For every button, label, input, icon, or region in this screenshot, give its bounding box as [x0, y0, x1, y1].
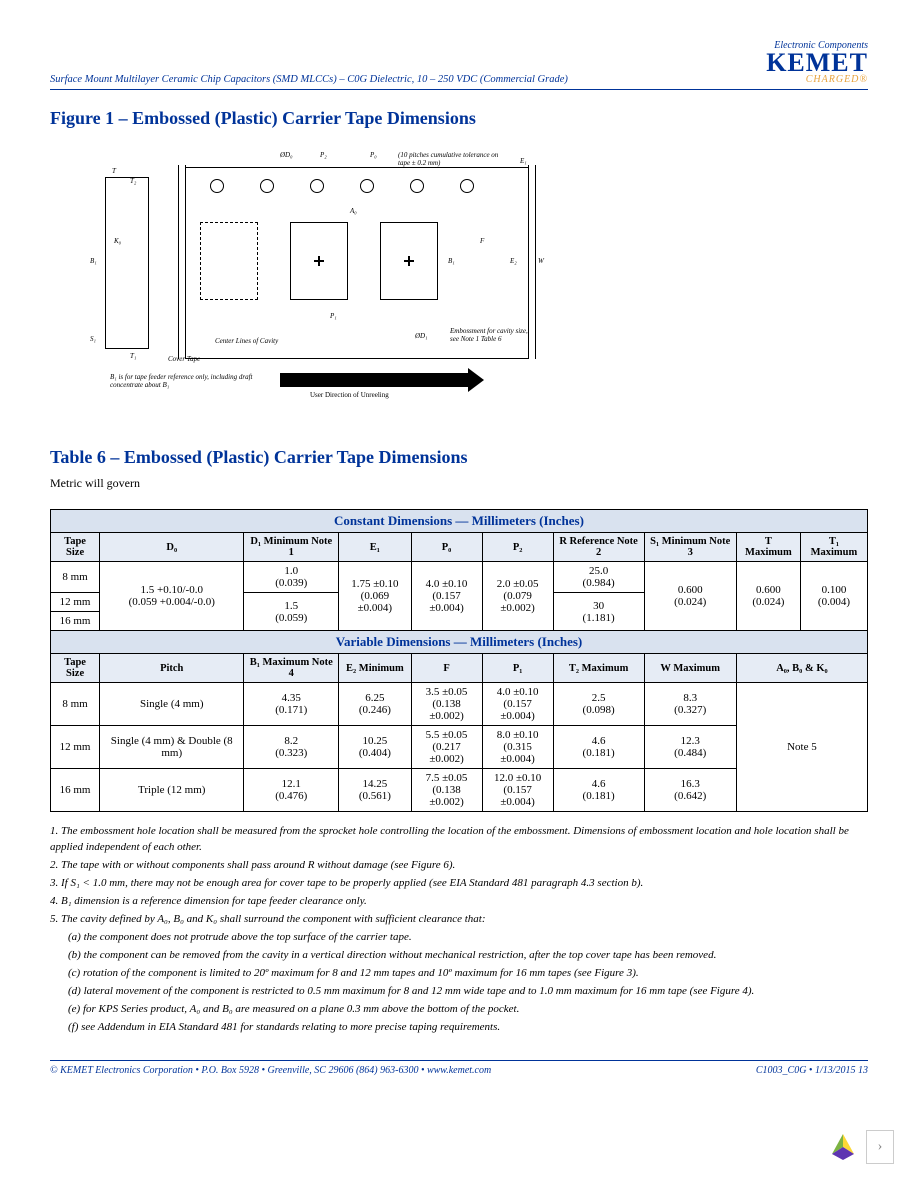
dimensions-table: Constant Dimensions — Millimeters (Inche… [50, 509, 868, 812]
col-b1: B₁ Maximum Note 4 [244, 654, 339, 683]
page-footer: © KEMET Electronics Corporation • P.O. B… [50, 1061, 868, 1076]
col-p0: P₀ [411, 533, 482, 562]
col-pitch: Pitch [100, 654, 244, 683]
note-5e: (e) for KPS Series product, A₀ and B₀ ar… [68, 1002, 868, 1018]
table-row: 8 mm Single (4 mm) 4.35 (0.171) 6.25 (0.… [51, 683, 868, 726]
variable-dims-header: Variable Dimensions — Millimeters (Inche… [51, 631, 868, 654]
col-w: W Maximum [644, 654, 736, 683]
note-5c: (c) rotation of the component is limited… [68, 966, 868, 982]
col-f: F [411, 654, 482, 683]
constant-dims-header: Constant Dimensions — Millimeters (Inche… [51, 510, 868, 533]
kemet-logo: KEMET [766, 51, 868, 74]
col-t: T Maximum [736, 533, 800, 562]
brand-block: Electronic Components KEMET CHARGED® [766, 40, 868, 85]
figure-title: Figure 1 – Embossed (Plastic) Carrier Ta… [50, 108, 868, 129]
col-t2: T₂ Maximum [553, 654, 644, 683]
col-tape-size-v: Tape Size [51, 654, 100, 683]
note-3: 3. If S₁ < 1.0 mm, there may not be enou… [50, 876, 868, 892]
metric-note: Metric will govern [50, 476, 868, 491]
footer-right: C1003_C0G • 1/13/2015 13 [756, 1065, 868, 1076]
col-t1: T₁ Maximum [800, 533, 867, 562]
col-e2: E₂ Minimum [339, 654, 411, 683]
note-2: 2. The tape with or without components s… [50, 858, 868, 874]
note-5b: (b) the component can be removed from th… [68, 948, 868, 964]
note-5: 5. The cavity defined by A₀, B₀ and K₀ s… [50, 912, 868, 928]
col-r: R Reference Note 2 [553, 533, 644, 562]
notes-block: 1. The embossment hole location shall be… [50, 824, 868, 1035]
unreeling-arrow [280, 373, 470, 387]
col-e1: E₁ [339, 533, 411, 562]
col-s1: S₁ Minimum Note 3 [644, 533, 736, 562]
doc-title: Surface Mount Multilayer Ceramic Chip Ca… [50, 74, 568, 85]
note-5a: (a) the component does not protrude abov… [68, 930, 868, 946]
carrier-tape-figure: T T₂ B₁ K₀ S₁ T₁ ØD₀ P₂ P₀ (10 pitches c… [50, 137, 540, 397]
note-4: 4. B₁ dimension is a reference dimension… [50, 894, 868, 910]
footer-left: © KEMET Electronics Corporation • P.O. B… [50, 1065, 491, 1076]
col-d0: D₀ [100, 533, 244, 562]
note-5d: (d) lateral movement of the component is… [68, 984, 868, 1000]
note-5f: (f) see Addendum in EIA Standard 481 for… [68, 1020, 868, 1036]
nav-logo-icon [828, 1132, 858, 1162]
table-row: 8 mm 1.5 +0.10/-0.0 (0.059 +0.004/-0.0) … [51, 562, 868, 593]
col-abk: A₀, B₀ & K₀ [736, 654, 867, 683]
col-d1: D₁ Minimum Note 1 [244, 533, 339, 562]
page-header: Surface Mount Multilayer Ceramic Chip Ca… [50, 40, 868, 90]
col-p1: P₁ [482, 654, 553, 683]
note-1: 1. The embossment hole location shall be… [50, 824, 868, 856]
next-page-button[interactable]: › [866, 1130, 894, 1164]
col-tape-size: Tape Size [51, 533, 100, 562]
table-title: Table 6 – Embossed (Plastic) Carrier Tap… [50, 447, 868, 468]
col-p2: P₂ [482, 533, 553, 562]
nav-widget: › [828, 1130, 894, 1164]
